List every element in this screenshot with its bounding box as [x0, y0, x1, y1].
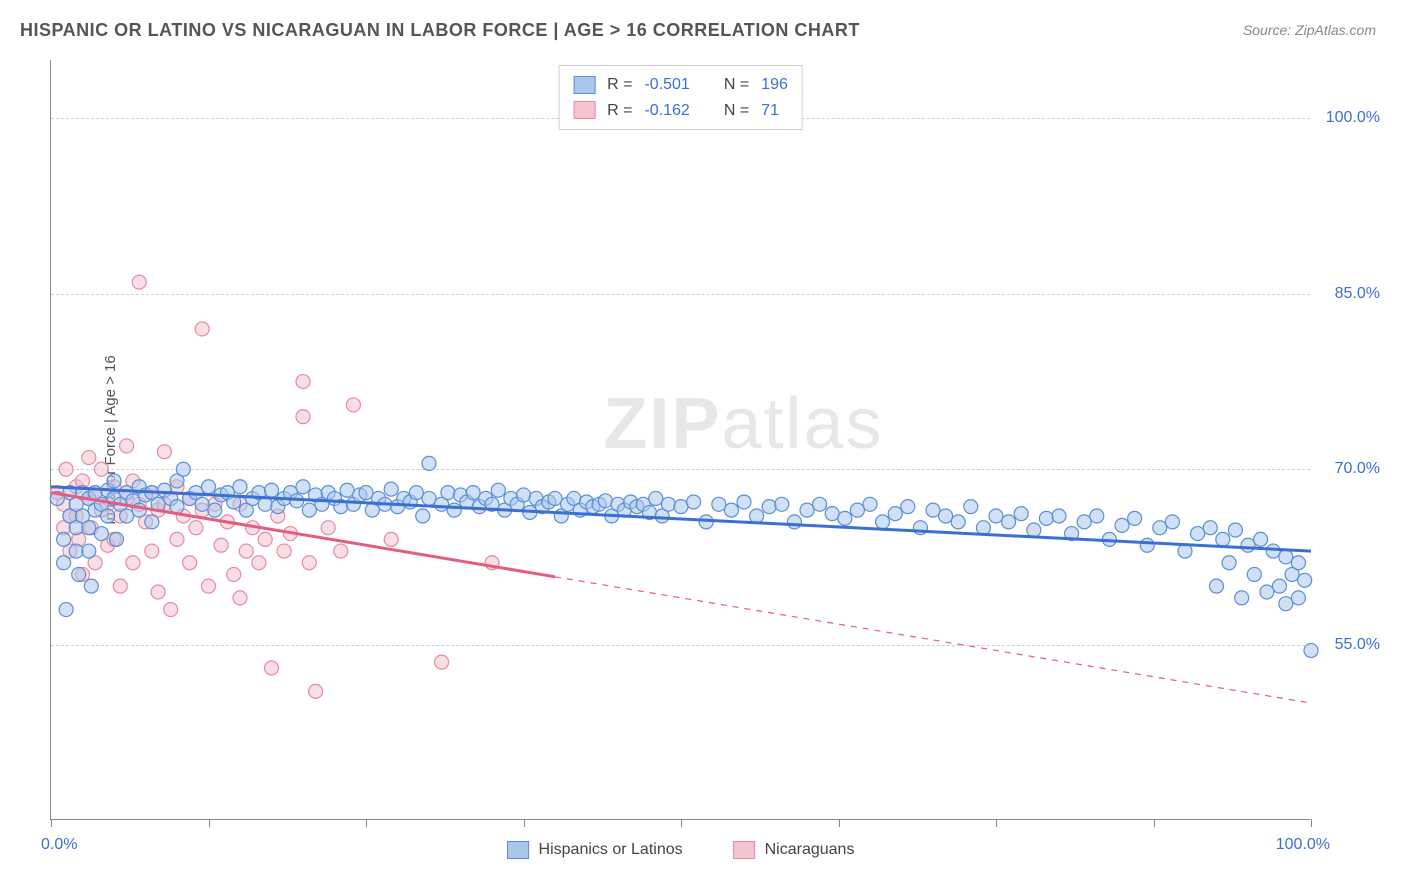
legend-r-value-0: -0.501 — [644, 72, 689, 98]
legend-name-1: Nicaraguans — [765, 841, 855, 859]
x-tick — [209, 819, 210, 827]
x-axis-label-right: 100.0% — [1276, 836, 1330, 854]
legend-name-0: Hispanics or Latinos — [539, 841, 683, 859]
x-tick — [839, 819, 840, 827]
y-tick-label: 55.0% — [1320, 636, 1380, 654]
legend-swatch-0 — [573, 76, 595, 94]
legend-swatch-0b — [507, 841, 529, 859]
legend-r-label: R = — [607, 72, 632, 98]
x-tick — [51, 819, 52, 827]
legend-n-label: N = — [724, 72, 749, 98]
x-tick — [681, 819, 682, 827]
x-tick — [524, 819, 525, 827]
chart-title: HISPANIC OR LATINO VS NICARAGUAN IN LABO… — [20, 20, 860, 41]
legend-item-1: Nicaraguans — [733, 841, 855, 859]
legend-correlation-box: R = -0.501 N = 196 R = -0.162 N = 71 — [558, 65, 803, 130]
source-label: Source: ZipAtlas.com — [1243, 22, 1376, 38]
y-tick-label: 70.0% — [1320, 460, 1380, 478]
chart-container: HISPANIC OR LATINO VS NICARAGUAN IN LABO… — [0, 0, 1406, 892]
x-tick — [1311, 819, 1312, 827]
legend-swatch-1 — [573, 101, 595, 119]
y-tick-label: 85.0% — [1320, 285, 1380, 303]
legend-n-value-0: 196 — [761, 72, 788, 98]
y-tick-label: 100.0% — [1320, 109, 1380, 127]
x-axis-label-left: 0.0% — [41, 836, 77, 854]
legend-series-names: Hispanics or Latinos Nicaraguans — [507, 841, 855, 859]
x-tick — [996, 819, 997, 827]
plot-area: In Labor Force | Age > 16 ZIPatlas 55.0%… — [50, 60, 1310, 820]
legend-item-0: Hispanics or Latinos — [507, 841, 683, 859]
legend-r-label: R = — [607, 98, 632, 124]
chart-svg — [51, 60, 1310, 819]
x-tick — [366, 819, 367, 827]
legend-row-series-0: R = -0.501 N = 196 — [573, 72, 788, 98]
legend-n-value-1: 71 — [761, 98, 779, 124]
legend-n-label: N = — [724, 98, 749, 124]
x-tick — [1154, 819, 1155, 827]
legend-swatch-1b — [733, 841, 755, 859]
legend-r-value-1: -0.162 — [644, 98, 689, 124]
legend-row-series-1: R = -0.162 N = 71 — [573, 98, 788, 124]
